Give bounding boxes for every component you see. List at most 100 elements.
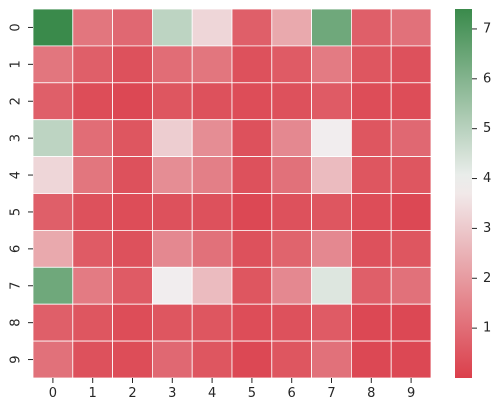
heatmap-cell-r0-c7 (311, 8, 352, 47)
colorbar-tick-label: 7 (483, 21, 491, 36)
heatmap-cell-r2-c5 (231, 82, 273, 121)
heatmap-cell-r6-c5 (231, 229, 273, 268)
y-tick-label: 2 (9, 97, 24, 105)
heatmap-cell-r0-c4 (191, 8, 233, 47)
heatmap-cell-r6-c7 (311, 229, 352, 268)
heatmap-cell-r1-c1 (72, 45, 114, 84)
heatmap-cell-r3-c9 (390, 119, 432, 157)
y-tick-label: 0 (9, 23, 24, 31)
heatmap-cell-r1-c2 (112, 45, 153, 84)
heatmap-cell-r3-c7 (311, 119, 352, 157)
heatmap-cell-r6-c2 (112, 229, 153, 268)
colorbar-tick-label: 5 (483, 121, 491, 136)
heatmap-cell-r0-c2 (112, 8, 153, 47)
heatmap-cell-r9-c4 (191, 340, 233, 379)
heatmap-cell-r1-c7 (311, 45, 352, 84)
x-tick-label: 1 (89, 386, 97, 401)
heatmap-cell-r4-c8 (350, 156, 392, 194)
heatmap-cell-r9-c8 (350, 340, 392, 379)
heatmap-cell-r4-c9 (390, 156, 432, 194)
heatmap-cell-r1-c8 (350, 45, 392, 84)
heatmap-cell-r2-c1 (72, 82, 114, 121)
y-tick-label: 9 (9, 355, 24, 363)
heatmap-cell-r5-c7 (311, 193, 352, 231)
heatmap-cell-r0-c9 (390, 8, 432, 47)
x-tick-label: 5 (248, 386, 256, 401)
heatmap-cell-r4-c3 (151, 156, 193, 194)
heatmap-cell-r4-c6 (271, 156, 312, 194)
heatmap-cell-r0-c6 (271, 8, 312, 47)
heatmap-cell-r5-c8 (350, 193, 392, 231)
heatmap-cell-r3-c6 (271, 119, 312, 157)
heatmap-cell-r7-c0 (32, 266, 74, 305)
heatmap-cell-r1-c3 (151, 45, 193, 84)
x-tick-label: 3 (168, 386, 176, 401)
heatmap-cell-r3-c0 (32, 119, 74, 157)
heatmap-cell-r1-c9 (390, 45, 432, 84)
heatmap-cell-r5-c1 (72, 193, 114, 231)
heatmap-cell-r0-c1 (72, 8, 114, 47)
heatmap-cell-r7-c4 (191, 266, 233, 305)
heatmap-cell-r1-c4 (191, 45, 233, 84)
heatmap-cell-r0-c8 (350, 8, 392, 47)
heatmap-cell-r3-c3 (151, 119, 193, 157)
heatmap-cell-r7-c8 (350, 266, 392, 305)
heatmap-cell-r5-c2 (112, 193, 153, 231)
heatmap-cell-r3-c5 (231, 119, 273, 157)
heatmap-cell-r4-c0 (32, 156, 74, 194)
x-tick-label: 9 (407, 386, 415, 401)
heatmap-cell-r6-c0 (32, 229, 74, 268)
heatmap-cell-r2-c4 (191, 82, 233, 121)
heatmap-cell-r6-c1 (72, 229, 114, 268)
heatmap-cell-r2-c2 (112, 82, 153, 121)
heatmap-cell-r9-c7 (311, 340, 352, 379)
heatmap-cell-r8-c7 (311, 303, 352, 342)
colorbar-tick-label: 6 (483, 71, 491, 86)
heatmap-cell-r9-c2 (112, 340, 153, 379)
heatmap-cell-r9-c6 (271, 340, 312, 379)
heatmap-cell-r4-c4 (191, 156, 233, 194)
heatmap-cell-r6-c6 (271, 229, 312, 268)
heatmap-cell-r5-c5 (231, 193, 273, 231)
y-axis: 0 1 2 3 4 5 6 7 8 9 (9, 23, 33, 364)
heatmap-cell-r8-c6 (271, 303, 312, 342)
y-tick-label: 8 (9, 319, 24, 327)
x-tick-label: 2 (128, 386, 136, 401)
heatmap-cell-r3-c1 (72, 119, 114, 157)
heatmap-cell-r1-c6 (271, 45, 312, 84)
heatmap-cell-r4-c5 (231, 156, 273, 194)
heatmap-cells (32, 8, 432, 379)
x-tick-label: 7 (327, 386, 335, 401)
heatmap-cell-r0-c5 (231, 8, 273, 47)
heatmap-cell-r7-c2 (112, 266, 153, 305)
heatmap-cell-r1-c5 (231, 45, 273, 84)
heatmap-cell-r3-c8 (350, 119, 392, 157)
heatmap-cell-r9-c5 (231, 340, 273, 379)
heatmap-cell-r3-c4 (191, 119, 233, 157)
heatmap-cell-r8-c0 (32, 303, 74, 342)
heatmap-cell-r6-c4 (191, 229, 233, 268)
heatmap-cell-r4-c7 (311, 156, 352, 194)
heatmap-cell-r7-c9 (390, 266, 432, 305)
heatmap-cell-r2-c9 (390, 82, 432, 121)
colorbar-tick-label: 1 (483, 321, 491, 336)
x-tick-label: 4 (208, 386, 216, 401)
x-tick-label: 0 (49, 386, 57, 401)
heatmap-cell-r8-c8 (350, 303, 392, 342)
heatmap-cell-r9-c9 (390, 340, 432, 379)
heatmap-cell-r2-c8 (350, 82, 392, 121)
heatmap-cell-r8-c1 (72, 303, 114, 342)
heatmap-cell-r8-c2 (112, 303, 153, 342)
heatmap-cell-r5-c9 (390, 193, 432, 231)
y-tick-label: 5 (9, 208, 24, 216)
heatmap-cell-r5-c3 (151, 193, 193, 231)
heatmap-cell-r8-c9 (390, 303, 432, 342)
heatmap-cell-r0-c0 (32, 8, 74, 47)
heatmap-cell-r4-c1 (72, 156, 114, 194)
y-tick-label: 7 (9, 282, 24, 290)
heatmap-cell-r7-c1 (72, 266, 114, 305)
heatmap-cell-r6-c3 (151, 229, 193, 268)
colorbar (455, 9, 472, 378)
heatmap-cell-r2-c6 (271, 82, 312, 121)
